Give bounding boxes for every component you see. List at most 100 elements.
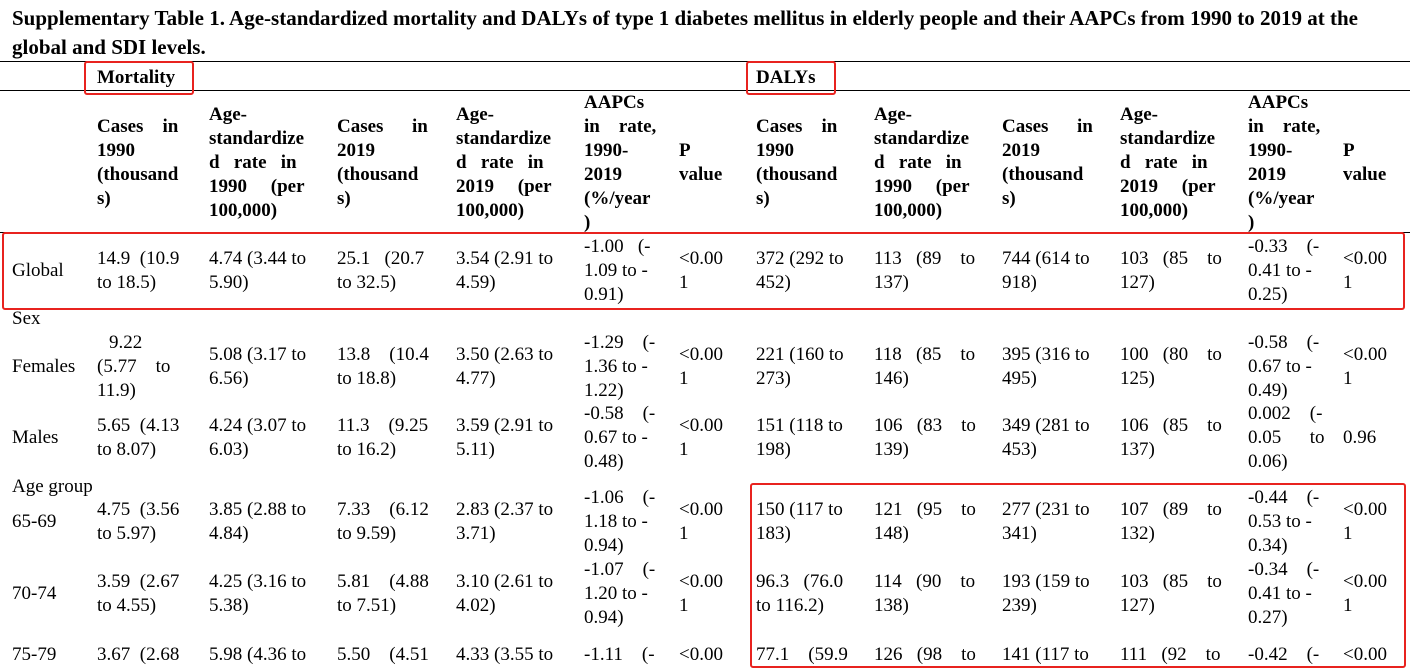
table-cell: 0.002 (- <box>1248 403 1323 424</box>
table-cell: 0.27) <box>1248 607 1288 628</box>
table-cell: 5.50 (4.51 <box>337 644 429 665</box>
table-cell: (5.77 to <box>97 356 171 377</box>
table-cell: 25.1 (20.7 <box>337 248 425 269</box>
table-cell: 3.67 (2.68 <box>97 644 180 665</box>
table-cell: 137) <box>874 272 909 293</box>
table-cell: 4.02) <box>456 595 496 616</box>
table-cell: 111 (92 to <box>1120 644 1221 665</box>
table-cell: to 16.2) <box>337 439 397 460</box>
column-header-aapc: 1990- <box>584 140 629 161</box>
table-cell: 107 (89 to <box>1120 499 1222 520</box>
mortality-group-label: Mortality <box>97 67 176 88</box>
column-header-rate1990: d rate in <box>209 152 297 173</box>
mortality-highlight-box <box>84 61 194 95</box>
table-cell: 1 <box>679 439 689 460</box>
table-cell: 132) <box>1120 523 1155 544</box>
table-cell: 100 (80 to <box>1120 344 1222 365</box>
table-cell: 151 (118 to <box>756 415 843 436</box>
column-header-rate2019: 100,000) <box>456 200 525 221</box>
table-cell: 3.85 (2.88 to <box>209 499 307 520</box>
table-cell: 113 (89 to <box>874 248 976 269</box>
column-header-pvalue: P <box>679 140 691 161</box>
table-cell: <0.00 <box>679 415 723 436</box>
table-cell: 5.65 (4.13 <box>97 415 180 436</box>
column-header-rate1990: Age- <box>209 104 247 125</box>
table-cell: 103 (85 to <box>1120 248 1222 269</box>
row-label-age7579: 75-79 <box>12 644 57 665</box>
table-cell: 127) <box>1120 595 1155 616</box>
table-cell: 1 <box>1343 368 1353 389</box>
table-cell: -1.00 (- <box>584 236 651 257</box>
table-cell: 0.25) <box>1248 284 1288 305</box>
column-header-rate2019: standardize <box>456 128 551 149</box>
group-header-rule <box>0 90 1410 91</box>
table-cell: 5.11) <box>456 439 495 460</box>
table-cell: 1.36 to - <box>584 356 648 377</box>
table-cell: 7.33 (6.12 <box>337 499 429 520</box>
column-header-cases2019: Cases in <box>1002 116 1093 137</box>
table-cell: 114 (90 to <box>874 571 976 592</box>
column-header-rate2019: 100,000) <box>1120 200 1189 221</box>
table-cell: 1 <box>1343 595 1353 616</box>
table-cell: 3.10 (2.61 to <box>456 571 554 592</box>
row-label-global: Global <box>12 260 64 281</box>
table-cell: 9.22 <box>109 332 143 353</box>
table-cell: <0.00 <box>679 499 723 520</box>
table-cell: 3.50 (2.63 to <box>456 344 554 365</box>
column-header-cases1990: 1990 <box>756 140 794 161</box>
column-header-aapc: 2019 <box>1248 164 1286 185</box>
table-cell: -0.58 (- <box>1248 332 1320 353</box>
row-label-males: Males <box>12 427 59 448</box>
column-header-pvalue: P <box>1343 140 1355 161</box>
column-header-aapc: in rate, <box>584 116 657 137</box>
table-cell: to 32.5) <box>337 272 397 293</box>
column-header-aapc: AAPCs <box>1248 92 1309 113</box>
table-cell: 273) <box>756 368 791 389</box>
column-header-aapc: 1990- <box>1248 140 1293 161</box>
table-cell: 150 (117 to <box>756 499 843 520</box>
table-cell: 127) <box>1120 272 1155 293</box>
column-header-rate1990: standardize <box>209 128 304 149</box>
table-cell: 239) <box>1002 595 1037 616</box>
table-cell: 5.38) <box>209 595 249 616</box>
table-cell: to 4.55) <box>97 595 157 616</box>
table-cell: -1.11 (- <box>584 644 655 665</box>
table-cell: 106 (83 to <box>874 415 976 436</box>
table-cell: 0.48) <box>584 451 624 472</box>
table-cell: 3.54 (2.91 to <box>456 248 554 269</box>
table-cell: 77.1 (59.9 <box>756 644 848 665</box>
table-cell: 0.34) <box>1248 535 1288 556</box>
table-cell: 11.3 (9.25 <box>337 415 429 436</box>
column-header-cases2019: 2019 <box>1002 140 1040 161</box>
column-header-aapc: ) <box>1248 212 1255 233</box>
table-cell: 277 (231 to <box>1002 499 1090 520</box>
table-cell: 1.20 to - <box>584 583 648 604</box>
table-cell: 183) <box>756 523 791 544</box>
column-header-rate1990: 100,000) <box>874 200 943 221</box>
table-cell: -0.33 (- <box>1248 236 1320 257</box>
column-header-aapc: (%/year <box>584 188 651 209</box>
dalys-group-label: DALYs <box>756 67 816 88</box>
table-cell: to 18.8) <box>337 368 397 389</box>
table-cell: 0.67 to - <box>1248 356 1312 377</box>
table-cell: -1.06 (- <box>584 487 656 508</box>
column-header-aapc: ) <box>584 212 591 233</box>
table-cell: 0.94) <box>584 607 624 628</box>
table-cell: 0.41 to - <box>1248 260 1312 281</box>
table-cell: 118 (85 to <box>874 344 976 365</box>
table-cell: -0.44 (- <box>1248 487 1320 508</box>
column-header-cases1990: s) <box>97 188 111 209</box>
column-header-pvalue: value <box>679 164 723 185</box>
table-cell: 495) <box>1002 368 1037 389</box>
column-header-aapc: (%/year <box>1248 188 1315 209</box>
row-section-label-sex: Sex <box>12 308 41 329</box>
table-cell: 0.41 to - <box>1248 583 1312 604</box>
table-cell: 103 (85 to <box>1120 571 1222 592</box>
table-cell: 4.84) <box>209 523 249 544</box>
table-cell: <0.00 <box>1343 248 1387 269</box>
table-cell: 141 (117 to <box>1002 644 1089 665</box>
table-cell: 1 <box>679 523 689 544</box>
table-cell: 1 <box>679 272 689 293</box>
table-cell: 193 (159 to <box>1002 571 1090 592</box>
column-header-cases2019: 2019 <box>337 140 375 161</box>
